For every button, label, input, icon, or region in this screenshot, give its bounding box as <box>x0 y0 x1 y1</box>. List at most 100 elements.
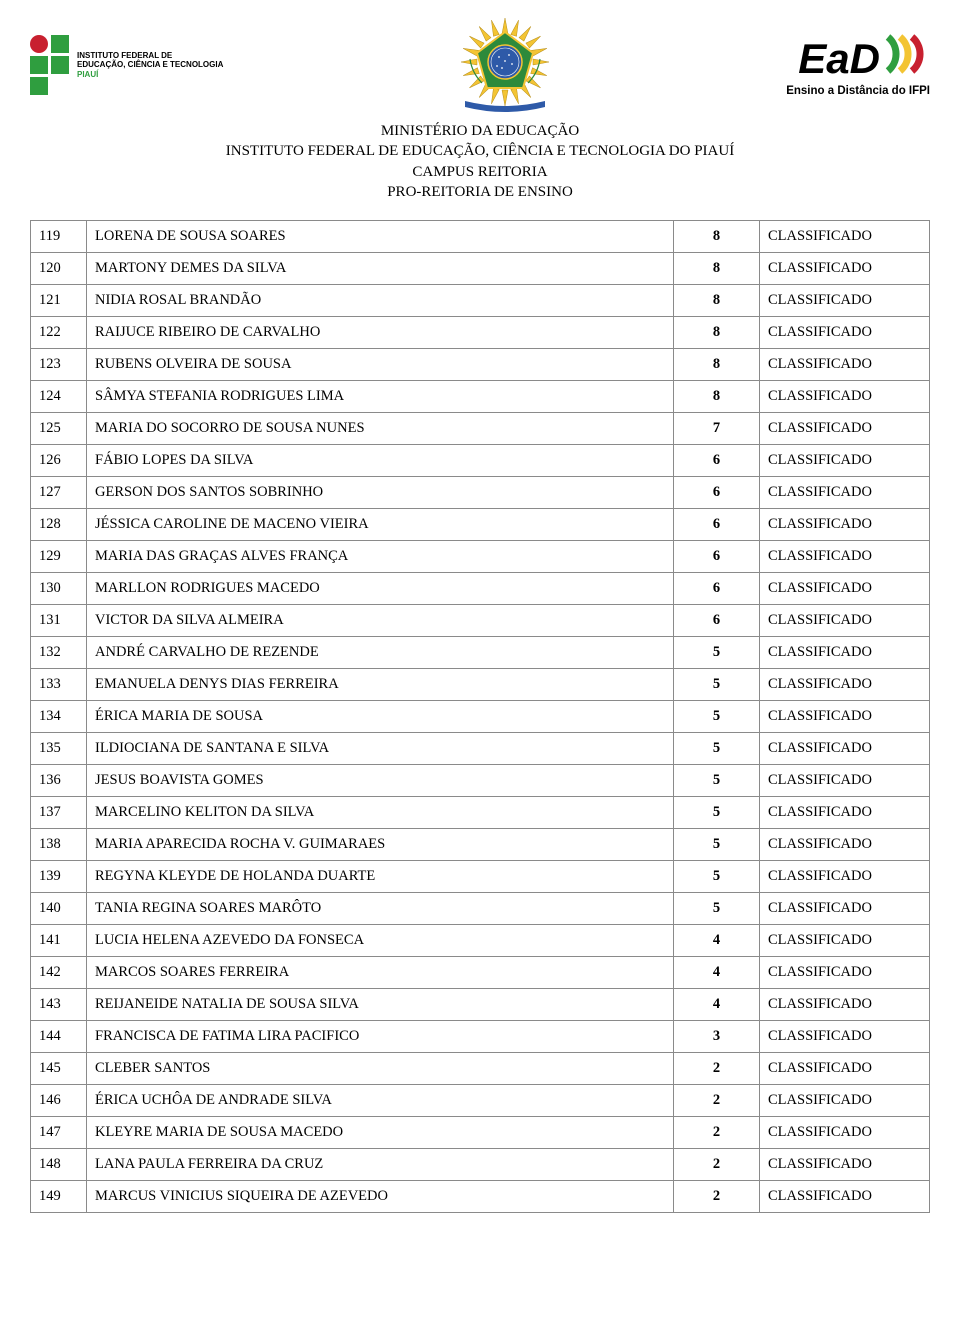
if-text-line1: INSTITUTO FEDERAL DE <box>77 51 223 60</box>
cell-score: 4 <box>674 989 760 1021</box>
classification-table: 119LORENA DE SOUSA SOARES8CLASSIFICADO12… <box>30 220 930 1213</box>
cell-status: CLASSIFICADO <box>760 509 930 541</box>
cell-name: SÂMYA STEFANIA RODRIGUES LIMA <box>87 381 674 413</box>
cell-score: 4 <box>674 925 760 957</box>
table-row: 124SÂMYA STEFANIA RODRIGUES LIMA8CLASSIF… <box>31 381 930 413</box>
table-row: 133EMANUELA DENYS DIAS FERREIRA5CLASSIFI… <box>31 669 930 701</box>
cell-name: MARCUS VINICIUS SIQUEIRA DE AZEVEDO <box>87 1181 674 1213</box>
cell-name: MARIA DO SOCORRO DE SOUSA NUNES <box>87 413 674 445</box>
title-line4: PRO-REITORIA DE ENSINO <box>30 182 930 202</box>
table-row: 119LORENA DE SOUSA SOARES8CLASSIFICADO <box>31 221 930 253</box>
if-squares-icon <box>30 35 69 95</box>
table-row: 125MARIA DO SOCORRO DE SOUSA NUNES7CLASS… <box>31 413 930 445</box>
cell-status: CLASSIFICADO <box>760 413 930 445</box>
cell-status: CLASSIFICADO <box>760 1117 930 1149</box>
cell-score: 7 <box>674 413 760 445</box>
table-row: 146ÉRICA UCHÔA DE ANDRADE SILVA2CLASSIFI… <box>31 1085 930 1117</box>
ead-logo: EaD Ensino a Distância do IFPI <box>786 33 930 97</box>
cell-name: NIDIA ROSAL BRANDÃO <box>87 285 674 317</box>
cell-rank: 148 <box>31 1149 87 1181</box>
if-text-piaui: PIAUÍ <box>77 70 223 79</box>
cell-rank: 129 <box>31 541 87 573</box>
table-row: 137MARCELINO KELITON DA SILVA5CLASSIFICA… <box>31 797 930 829</box>
cell-rank: 140 <box>31 893 87 925</box>
cell-score: 5 <box>674 733 760 765</box>
cell-name: MARIA APARECIDA ROCHA V. GUIMARAES <box>87 829 674 861</box>
cell-rank: 127 <box>31 477 87 509</box>
cell-status: CLASSIFICADO <box>760 637 930 669</box>
cell-score: 5 <box>674 669 760 701</box>
cell-name: RAIJUCE RIBEIRO DE CARVALHO <box>87 317 674 349</box>
cell-rank: 125 <box>31 413 87 445</box>
cell-score: 8 <box>674 317 760 349</box>
table-row: 131VICTOR DA SILVA ALMEIRA6CLASSIFICADO <box>31 605 930 637</box>
cell-status: CLASSIFICADO <box>760 381 930 413</box>
cell-rank: 136 <box>31 765 87 797</box>
cell-rank: 120 <box>31 253 87 285</box>
table-row: 145CLEBER SANTOS2CLASSIFICADO <box>31 1053 930 1085</box>
header-logos: INSTITUTO FEDERAL DE EDUCAÇÃO, CIÊNCIA E… <box>30 15 930 115</box>
cell-name: ÉRICA UCHÔA DE ANDRADE SILVA <box>87 1085 674 1117</box>
table-row: 149MARCUS VINICIUS SIQUEIRA DE AZEVEDO2C… <box>31 1181 930 1213</box>
cell-score: 4 <box>674 957 760 989</box>
cell-rank: 126 <box>31 445 87 477</box>
table-row: 132ANDRÉ CARVALHO DE REZENDE5CLASSIFICAD… <box>31 637 930 669</box>
cell-rank: 147 <box>31 1117 87 1149</box>
cell-rank: 123 <box>31 349 87 381</box>
cell-status: CLASSIFICADO <box>760 541 930 573</box>
cell-rank: 119 <box>31 221 87 253</box>
table-row: 122RAIJUCE RIBEIRO DE CARVALHO8CLASSIFIC… <box>31 317 930 349</box>
cell-name: FRANCISCA DE FATIMA LIRA PACIFICO <box>87 1021 674 1053</box>
cell-status: CLASSIFICADO <box>760 317 930 349</box>
cell-score: 8 <box>674 285 760 317</box>
cell-score: 5 <box>674 765 760 797</box>
cell-name: MARTONY DEMES DA SILVA <box>87 253 674 285</box>
cell-name: MARCOS SOARES FERREIRA <box>87 957 674 989</box>
cell-score: 8 <box>674 253 760 285</box>
cell-name: REIJANEIDE NATALIA DE SOUSA SILVA <box>87 989 674 1021</box>
cell-name: LANA PAULA FERREIRA DA CRUZ <box>87 1149 674 1181</box>
cell-rank: 142 <box>31 957 87 989</box>
cell-status: CLASSIFICADO <box>760 765 930 797</box>
cell-rank: 131 <box>31 605 87 637</box>
cell-rank: 124 <box>31 381 87 413</box>
cell-name: JÉSSICA CAROLINE DE MACENO VIEIRA <box>87 509 674 541</box>
title-line3: CAMPUS REITORIA <box>30 162 930 182</box>
table-row: 135ILDIOCIANA DE SANTANA E SILVA5CLASSIF… <box>31 733 930 765</box>
cell-name: CLEBER SANTOS <box>87 1053 674 1085</box>
cell-score: 2 <box>674 1181 760 1213</box>
cell-rank: 145 <box>31 1053 87 1085</box>
cell-status: CLASSIFICADO <box>760 349 930 381</box>
cell-status: CLASSIFICADO <box>760 669 930 701</box>
cell-name: ANDRÉ CARVALHO DE REZENDE <box>87 637 674 669</box>
title-line1: MINISTÉRIO DA EDUCAÇÃO <box>30 121 930 141</box>
cell-score: 6 <box>674 573 760 605</box>
cell-score: 5 <box>674 701 760 733</box>
table-row: 127GERSON DOS SANTOS SOBRINHO6CLASSIFICA… <box>31 477 930 509</box>
cell-status: CLASSIFICADO <box>760 605 930 637</box>
table-row: 134ÉRICA MARIA DE SOUSA5CLASSIFICADO <box>31 701 930 733</box>
table-row: 147KLEYRE MARIA DE SOUSA MACEDO2CLASSIFI… <box>31 1117 930 1149</box>
cell-score: 2 <box>674 1149 760 1181</box>
cell-status: CLASSIFICADO <box>760 861 930 893</box>
cell-rank: 141 <box>31 925 87 957</box>
ead-sub-text: Ensino a Distância do IFPI <box>786 85 930 97</box>
cell-score: 5 <box>674 637 760 669</box>
cell-score: 6 <box>674 509 760 541</box>
table-row: 136JESUS BOAVISTA GOMES5CLASSIFICADO <box>31 765 930 797</box>
cell-rank: 122 <box>31 317 87 349</box>
if-text: INSTITUTO FEDERAL DE EDUCAÇÃO, CIÊNCIA E… <box>77 51 223 79</box>
cell-name: LORENA DE SOUSA SOARES <box>87 221 674 253</box>
cell-rank: 146 <box>31 1085 87 1117</box>
cell-name: TANIA REGINA SOARES MARÔTO <box>87 893 674 925</box>
cell-rank: 135 <box>31 733 87 765</box>
cell-status: CLASSIFICADO <box>760 829 930 861</box>
table-row: 120MARTONY DEMES DA SILVA8CLASSIFICADO <box>31 253 930 285</box>
cell-score: 6 <box>674 445 760 477</box>
cell-status: CLASSIFICADO <box>760 253 930 285</box>
cell-rank: 133 <box>31 669 87 701</box>
cell-name: EMANUELA DENYS DIAS FERREIRA <box>87 669 674 701</box>
cell-rank: 144 <box>31 1021 87 1053</box>
cell-rank: 121 <box>31 285 87 317</box>
cell-status: CLASSIFICADO <box>760 477 930 509</box>
